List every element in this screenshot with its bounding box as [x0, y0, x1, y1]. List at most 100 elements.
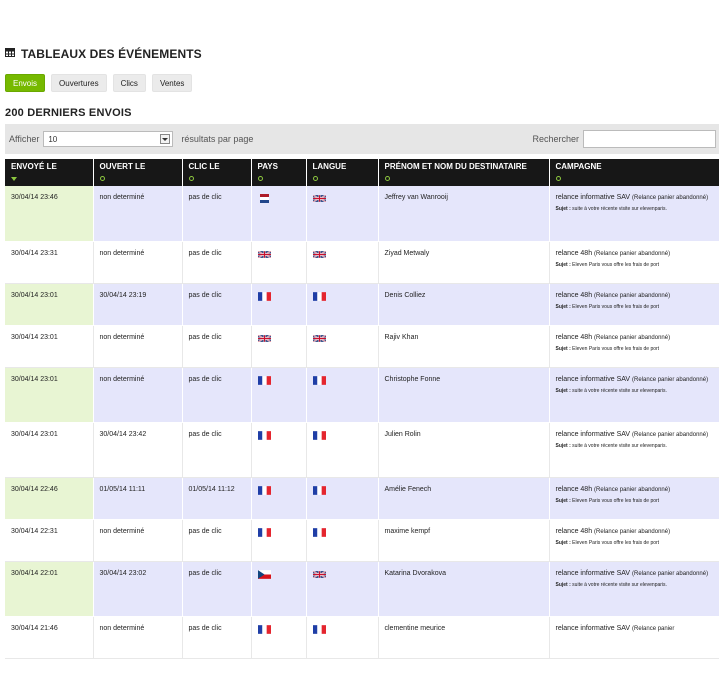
country-flag-icon: [257, 485, 271, 495]
tab-clics[interactable]: Clics: [112, 74, 146, 92]
cell-sent-date: 30/04/14 23:01: [5, 422, 94, 478]
campaign-subject: Sujet : suite à votre récente visite sur…: [555, 442, 714, 450]
campaign-type: (Relance panier abandonné): [594, 486, 671, 493]
table-row[interactable]: 30/04/14 21:46 non determiné pas de clic cl…: [5, 616, 719, 659]
sort-icon: [384, 174, 543, 182]
campaign-subject: Sujet : Eleven Paris vous offre les frai…: [555, 345, 714, 353]
cell-language: [306, 241, 379, 284]
campaign-name: relance 48h: [555, 333, 593, 341]
table-row[interactable]: 30/04/14 23:01 30/04/14 23:42 pas de clic J…: [5, 422, 719, 478]
subject-text: suite à votre récente visite sur elevenp…: [572, 206, 667, 213]
table-toolbar: Afficher 10 résultats par page Recherche…: [5, 124, 719, 154]
cell-language: [306, 367, 379, 423]
column-header-label: OUVERT LE: [99, 162, 146, 171]
table-row[interactable]: 30/04/14 23:46 non determiné pas de clic Je…: [5, 186, 719, 242]
cell-recipient-name: Amélie Fenech: [378, 477, 550, 520]
campaign-type: (Relance panier abandonné): [594, 250, 671, 257]
cell-sent-date: 30/04/14 23:31: [5, 241, 94, 284]
language-flag-icon: [312, 334, 326, 343]
column-header-language[interactable]: LANGUE: [306, 159, 379, 186]
campaign-type: (Relance panier: [632, 625, 675, 632]
subject-label: Sujet :: [555, 261, 571, 268]
cell-sent-date: 30/04/14 22:46: [5, 477, 94, 520]
language-flag-icon: [312, 485, 326, 495]
page-size-select[interactable]: 10: [43, 131, 174, 147]
cell-recipient-name: Rajiv Khan: [378, 325, 550, 368]
language-flag-icon: [312, 375, 326, 385]
language-flag-icon: [312, 624, 326, 634]
page-title: TABLEAUX DES ÉVÉNEMENTS: [5, 47, 202, 61]
sort-desc-icon: [11, 174, 87, 182]
table-row[interactable]: 30/04/14 23:01 non determiné pas de clic Ch…: [5, 367, 719, 423]
table-row[interactable]: 30/04/14 23:31 non determiné pas de clic Zi…: [5, 241, 719, 284]
tab-ouvertures[interactable]: Ouvertures: [51, 74, 107, 92]
sort-icon: [188, 174, 245, 182]
cell-recipient-name: clementine meurice: [378, 616, 550, 659]
subject-text: Eleven Paris vous offre les frais de por…: [572, 497, 660, 504]
subject-label: Sujet :: [555, 581, 571, 588]
subject-label: Sujet :: [555, 345, 571, 352]
cell-campaign: relance informative SAV (Relance panier …: [549, 422, 719, 478]
campaign-type: (Relance panier abandonné): [632, 376, 709, 383]
table-row[interactable]: 30/04/14 23:01 non determiné pas de clic Ra…: [5, 325, 719, 368]
campaign-type: (Relance panier abandonné): [594, 334, 671, 341]
subject-label: Sujet :: [555, 442, 571, 449]
cell-campaign: relance informative SAV (Relance panier: [549, 616, 719, 659]
cell-opened-date: non determiné: [93, 367, 183, 423]
cell-language: [306, 561, 379, 617]
tab-envois[interactable]: Envois: [5, 74, 46, 92]
column-header-click[interactable]: CLIC LE: [182, 159, 252, 186]
subject-label: Sujet :: [555, 539, 571, 546]
subject-label: Sujet :: [555, 303, 571, 310]
subject-text: Eleven Paris vous offre les frais de por…: [572, 303, 660, 310]
table-row[interactable]: 30/04/14 22:46 01/05/14 11:11 01/05/14 11:…: [5, 477, 719, 520]
cell-click-date: 01/05/14 11:12: [182, 477, 252, 520]
cell-country: [251, 616, 307, 659]
sort-icon: [555, 174, 714, 182]
table-row[interactable]: 30/04/14 23:01 30/04/14 23:19 pas de clic D…: [5, 283, 719, 326]
cell-click-date: pas de clic: [182, 186, 252, 242]
cell-country: [251, 519, 307, 562]
cell-click-date: pas de clic: [182, 241, 252, 284]
campaign-name: relance 48h: [555, 527, 593, 535]
column-header-campaign[interactable]: CAMPAGNE: [549, 159, 719, 186]
cell-sent-date: 30/04/14 23:01: [5, 283, 94, 326]
table-row[interactable]: 30/04/14 22:01 30/04/14 23:02 pas de clic K…: [5, 561, 719, 617]
cell-country: [251, 422, 307, 478]
subject-label: Sujet :: [555, 497, 571, 504]
column-header-recipient[interactable]: PRÉNOM ET NOM DU DESTINATAIRE: [378, 159, 550, 186]
page-size-value: 10: [48, 134, 58, 144]
cell-language: [306, 477, 379, 520]
cell-language: [306, 616, 379, 659]
cell-country: [251, 186, 307, 242]
campaign-type: (Relance panier abandonné): [632, 431, 709, 438]
cell-opened-date: 30/04/14 23:19: [93, 283, 183, 326]
sort-icon: [312, 174, 372, 182]
language-flag-icon: [312, 291, 326, 301]
country-flag-icon: [257, 250, 271, 259]
cell-sent-date: 30/04/14 23:01: [5, 367, 94, 423]
tab-ventes[interactable]: Ventes: [151, 74, 193, 92]
language-flag-icon: [312, 250, 326, 259]
column-header-country[interactable]: PAYS: [251, 159, 307, 186]
cell-sent-date: 30/04/14 23:01: [5, 325, 94, 368]
cell-campaign: relance informative SAV (Relance panier …: [549, 561, 719, 617]
campaign-subject: Sujet : Eleven Paris vous offre les frai…: [555, 539, 714, 547]
subject-text: suite à votre récente visite sur elevenp…: [572, 387, 667, 394]
results-per-page-label: résultats par page: [181, 134, 254, 144]
country-flag-icon: [257, 527, 271, 537]
column-header-label: CLIC LE: [188, 162, 220, 171]
table-row[interactable]: 30/04/14 22:31 non determiné pas de clic ma…: [5, 519, 719, 562]
cell-sent-date: 30/04/14 23:46: [5, 186, 94, 242]
column-header-sent[interactable]: ENVOYÉ LE: [5, 159, 94, 186]
campaign-subject: Sujet : Eleven Paris vous offre les frai…: [555, 497, 714, 505]
cell-language: [306, 519, 379, 562]
cell-campaign: relance informative SAV (Relance panier …: [549, 186, 719, 242]
cell-recipient-name: maxime kempf: [378, 519, 550, 562]
language-flag-icon: [312, 194, 326, 203]
search-input[interactable]: [583, 130, 716, 148]
country-flag-icon: [257, 430, 271, 440]
section-title: 200 DERNIERS ENVOIS: [5, 107, 132, 119]
cell-opened-date: non determiné: [93, 519, 183, 562]
column-header-opened[interactable]: OUVERT LE: [93, 159, 183, 186]
